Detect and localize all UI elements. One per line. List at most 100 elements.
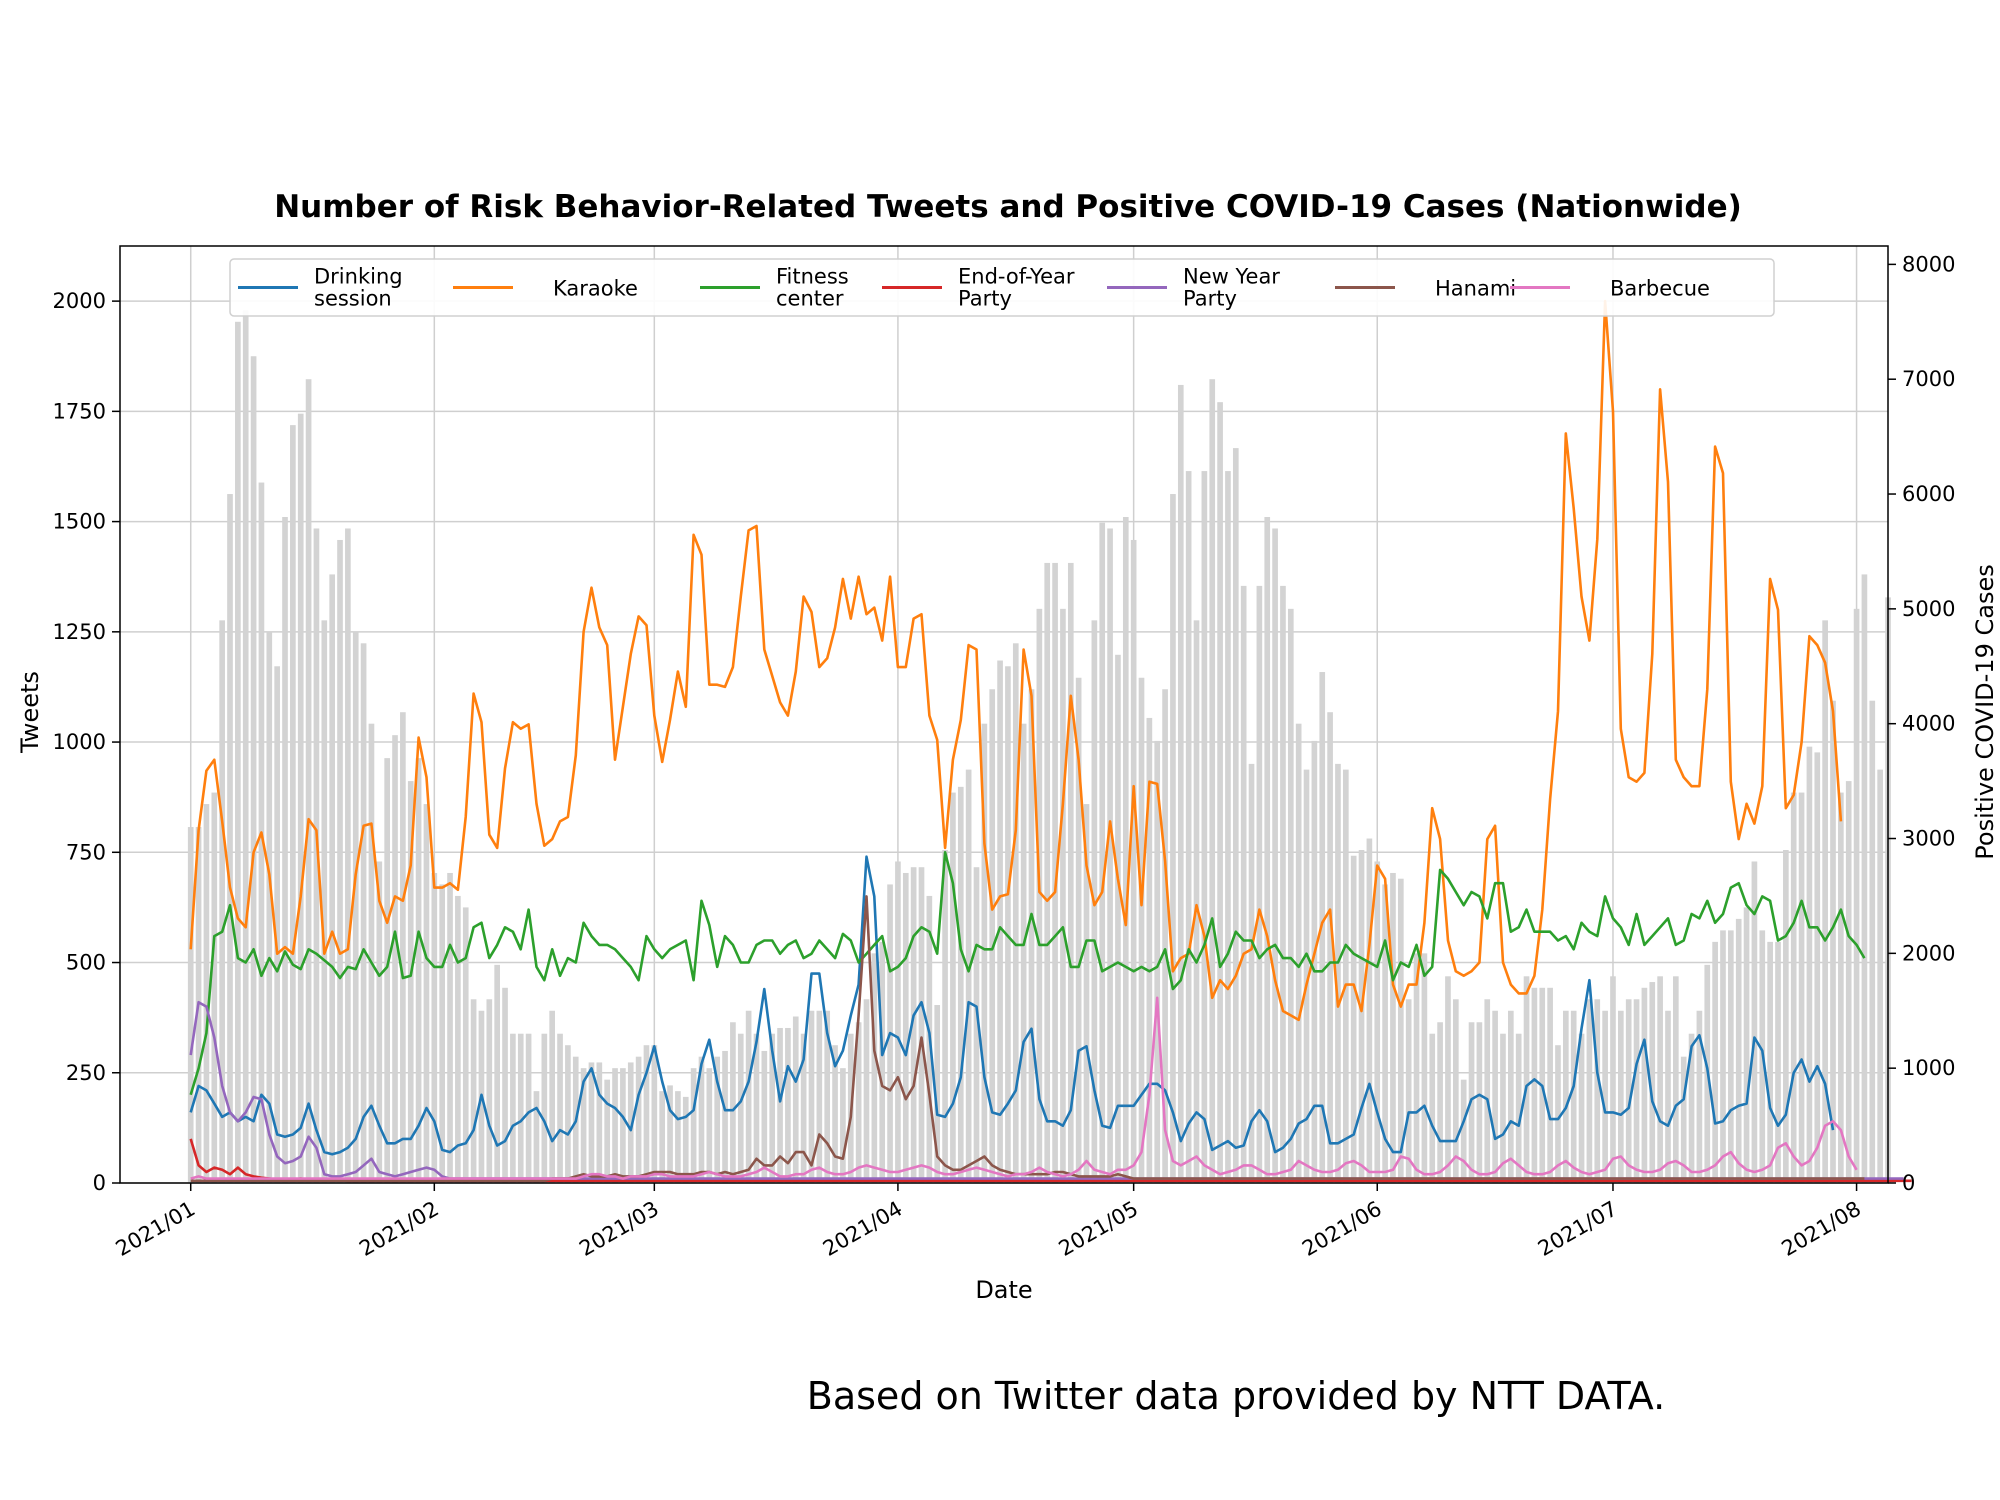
cases-bar	[321, 620, 328, 1183]
cases-bar	[1067, 562, 1074, 1183]
cases-bar	[203, 804, 210, 1183]
cases-bar	[1688, 1033, 1695, 1183]
y-axis-label-left: Tweets	[16, 671, 44, 754]
y-tick-label-right: 8000	[1902, 252, 1955, 276]
cases-bar	[415, 758, 422, 1183]
x-tick-label: 2021/05	[1055, 1197, 1143, 1261]
cases-bar	[447, 872, 453, 1183]
x-tick-label: 2021/01	[112, 1197, 200, 1261]
cases-bar	[376, 861, 383, 1183]
cases-bar	[957, 786, 964, 1183]
chart-title: Number of Risk Behavior-Related Tweets a…	[274, 189, 1742, 225]
cases-bar	[1578, 1033, 1585, 1183]
y-tick-label-left: 2000	[53, 289, 106, 313]
cases-bar	[1602, 1010, 1608, 1183]
cases-bar	[816, 1010, 823, 1183]
cases-bar	[808, 1010, 815, 1183]
y-tick-label-right: 4000	[1902, 712, 1955, 736]
cases-bar	[1673, 976, 1679, 1183]
cases-bar	[651, 1045, 658, 1183]
plot-area: 0 250 500 750 1000 1250 1500 1750 2000 0 1000 2000 3…	[53, 245, 1955, 1261]
cases-bar	[1138, 677, 1145, 1183]
cases-bar	[596, 1062, 603, 1183]
cases-bar	[832, 1045, 838, 1183]
cases-bar	[761, 1050, 768, 1183]
series-line-karaoke	[189, 299, 1843, 1022]
cases-bar	[1625, 999, 1632, 1183]
series-line-barbecue	[190, 996, 1858, 1180]
y-tick-label-left: 250	[66, 1061, 106, 1085]
cases-bar	[1814, 752, 1821, 1183]
cases-bar	[1397, 878, 1404, 1183]
legend-label: Fitness	[776, 265, 849, 289]
cases-bar	[1177, 384, 1184, 1184]
cases-bar	[1060, 608, 1066, 1183]
cases-bar	[1232, 448, 1239, 1184]
cases-bar	[714, 1056, 721, 1183]
x-tick-label: 2021/03	[575, 1197, 663, 1261]
legend-label: Party	[958, 287, 1012, 311]
cases-bar	[604, 1079, 611, 1183]
cases-bar	[494, 964, 501, 1183]
x-axis-label: Date	[975, 1276, 1032, 1304]
cases-bar	[392, 735, 398, 1183]
legend-label: Hanami	[1435, 277, 1516, 301]
cases-bar	[1806, 746, 1813, 1183]
cases-bar	[1036, 608, 1043, 1183]
cases-bar	[297, 413, 304, 1183]
cases-bar	[675, 1091, 681, 1183]
cases-bar	[455, 895, 461, 1183]
cases-bar	[1696, 1010, 1703, 1183]
cases-bar	[620, 1068, 626, 1183]
cases-bar	[541, 1033, 548, 1183]
cases-bar	[1044, 562, 1051, 1183]
cases-bar	[1665, 1010, 1671, 1183]
cases-bar	[329, 574, 335, 1183]
cases-bar	[745, 1010, 752, 1183]
cases-bar	[1130, 539, 1137, 1183]
x-tick-label: 2021/04	[819, 1197, 907, 1261]
cases-bar	[580, 1068, 587, 1183]
cases-bar	[1830, 700, 1836, 1183]
cases-bar	[274, 666, 280, 1183]
x-tick-label: 2021/02	[355, 1197, 443, 1261]
cases-bar	[635, 1056, 642, 1183]
y-tick-label-left: 1500	[53, 510, 106, 534]
cases-bar	[250, 356, 257, 1183]
cases-bar	[1012, 643, 1019, 1183]
cases-bar	[1531, 987, 1538, 1183]
cases-bar	[282, 516, 288, 1183]
cases-bar	[1570, 1010, 1577, 1183]
cases-bar	[682, 1096, 689, 1183]
y-tick-label-right: 7000	[1902, 367, 1955, 391]
cases-bar	[1618, 1010, 1624, 1183]
cases-bar	[337, 539, 343, 1183]
x-tick-label: 2021/07	[1534, 1197, 1622, 1261]
cases-bar	[305, 379, 312, 1183]
cases-bar	[1201, 471, 1208, 1183]
cases-bar	[871, 953, 878, 1183]
cases-bar	[1209, 379, 1216, 1183]
cases-bar	[517, 1033, 524, 1183]
cases-bar	[1272, 528, 1278, 1183]
cases-bar	[698, 1056, 705, 1183]
cases-bar	[242, 310, 249, 1183]
cases-bar	[1185, 471, 1192, 1183]
cases-bar	[1429, 1033, 1436, 1183]
source-note: Based on Twitter data provided by NTT DA…	[807, 1374, 1665, 1418]
cases-bar	[486, 999, 493, 1183]
cases-bar	[1523, 976, 1530, 1183]
cases-bar	[1374, 861, 1381, 1183]
cases-bar	[1390, 872, 1396, 1183]
cases-bar	[1728, 930, 1734, 1183]
cases-bar	[989, 689, 996, 1183]
y-tick-label-left: 1250	[53, 620, 106, 644]
cases-bar	[769, 1033, 776, 1183]
cases-bar	[1256, 585, 1263, 1183]
cases-bar	[1641, 987, 1648, 1183]
cases-bar	[1146, 717, 1153, 1183]
cases-bar	[549, 1010, 556, 1183]
cases-bar	[211, 792, 218, 1183]
cases-bar	[722, 1050, 728, 1183]
y-tick-label-right: 3000	[1902, 827, 1955, 851]
